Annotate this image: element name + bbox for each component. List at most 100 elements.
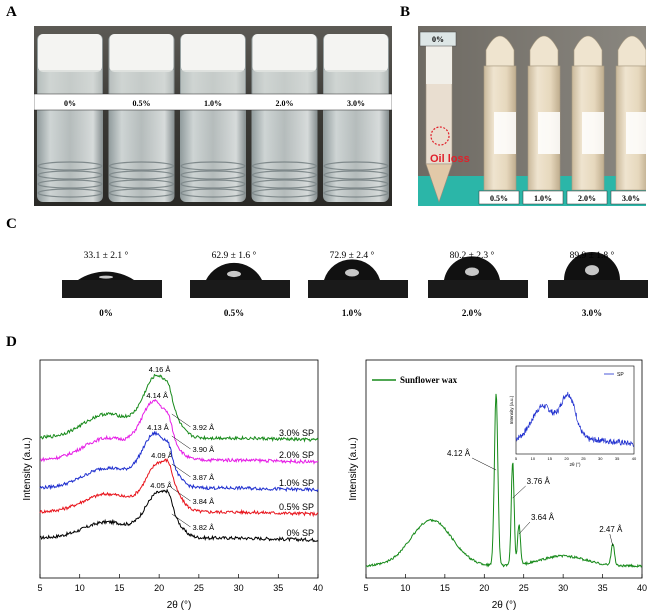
- peak-label: 3.64 Å: [531, 513, 555, 522]
- inset-x-tick-label: 25: [581, 456, 586, 461]
- substrate: [428, 280, 528, 298]
- x-tick-label: 25: [194, 583, 204, 593]
- peak-label: 4.14 Å: [146, 391, 168, 400]
- tube-cap: [529, 35, 559, 67]
- droplet-label: 0%: [99, 308, 113, 318]
- inset-x-tick-label: 5: [515, 456, 518, 461]
- droplet-label: 3.0%: [582, 308, 602, 318]
- peak-label: 3.92 Å: [193, 423, 215, 432]
- inset-x-tick-label: 35: [615, 456, 620, 461]
- droplet-label: 2.0%: [462, 308, 482, 318]
- contact-angle-row: 33.1 ± 2.1 ° 0% 62.9 ± 1.6 ° 0.5% 72.9 ± 2.4…: [62, 250, 648, 318]
- peak-pointer: [512, 485, 526, 499]
- x-tick-label: 15: [440, 583, 450, 593]
- series-label: 2.0% SP: [279, 450, 314, 460]
- panel-letter-d: D: [6, 334, 17, 350]
- tube-cap: [617, 35, 646, 67]
- substrate: [308, 280, 408, 298]
- peak-label: 4.16 Å: [149, 365, 171, 374]
- inset-legend-label: SP: [617, 372, 624, 378]
- tube-label: 1.0%: [534, 194, 552, 203]
- x-axis-label: 2θ (°): [167, 600, 192, 611]
- tubes-photo: Oil loss 0% 0.5% 1.0% 2.0% 3.0%: [418, 26, 646, 206]
- x-tick-label: 5: [363, 583, 368, 593]
- series-line: [39, 457, 319, 518]
- vial-emulsion-top: [38, 34, 102, 72]
- peak-label: 4.12 Å: [447, 449, 471, 458]
- peak-label: 3.82 Å: [193, 523, 215, 532]
- substrate: [190, 280, 290, 298]
- droplet-label: 0.5%: [224, 308, 244, 318]
- series-label: 0% SP: [286, 528, 314, 538]
- x-tick-label: 30: [234, 583, 244, 593]
- x-tick-label: 35: [273, 583, 283, 593]
- series-line: [39, 488, 319, 543]
- tube-label: 3.0%: [622, 194, 640, 203]
- series-label: 3.0% SP: [279, 428, 314, 438]
- x-tick-label: 20: [479, 583, 489, 593]
- series-line: [365, 393, 643, 568]
- peak-label: 3.84 Å: [193, 497, 215, 506]
- peak-pointer: [171, 513, 191, 528]
- panel-letter-c: C: [6, 216, 17, 232]
- panel-letter-a: A: [6, 4, 17, 20]
- x-tick-label: 5: [37, 583, 42, 593]
- inset-x-axis-label: 2θ (°): [569, 462, 581, 467]
- x-tick-label: 10: [75, 583, 85, 593]
- tube-cap: [485, 35, 515, 67]
- vial-emulsion-top: [324, 34, 388, 72]
- tube-label: 2.0%: [578, 194, 596, 203]
- inset-x-tick-label: 30: [598, 456, 603, 461]
- peak-pointer: [472, 457, 497, 471]
- series-label: 1.0% SP: [279, 478, 314, 488]
- series-line: [39, 373, 319, 443]
- contact-angle-value: 80.2 ± 2.3 °: [450, 250, 495, 261]
- series-line: [39, 430, 319, 493]
- vial-emulsion-top: [252, 34, 317, 72]
- x-tick-label: 15: [114, 583, 124, 593]
- peak-pointer: [171, 413, 191, 428]
- peak-label: 3.90 Å: [193, 445, 215, 454]
- y-axis-label: Intensity (a.u.): [22, 437, 33, 500]
- series-label: 0.5% SP: [279, 502, 314, 512]
- inset-y-axis-label: Intensity (a.u.): [509, 395, 514, 424]
- plot-frame: [365, 359, 643, 579]
- x-tick-label: 10: [400, 583, 410, 593]
- inset-series-line: [515, 391, 634, 448]
- contact-angle-value: 62.9 ± 1.6 °: [212, 250, 257, 261]
- xrd-chart-wax: 5 10 15 20 25 30 35 40 2θ (°) Intensity (a.u.) Sun…: [348, 359, 647, 611]
- tube-cap: [573, 35, 603, 67]
- peak-pointer: [171, 487, 191, 502]
- peak-label: 4.09 Å: [151, 451, 173, 460]
- tube-label: 0.5%: [490, 194, 508, 203]
- peak-label: 4.05 Å: [150, 481, 172, 490]
- vials-photo: 0% 0.5% 1.0% 2.0% 3.0%: [34, 26, 392, 206]
- inset-x-tick-label: 20: [564, 456, 569, 461]
- peak-pointer: [518, 521, 531, 535]
- first-tube-label: 0%: [432, 35, 444, 44]
- x-axis-label: 2θ (°): [492, 600, 517, 611]
- plot-frame: [39, 359, 319, 579]
- contact-angle-value: 72.9 ± 2.4 °: [330, 250, 375, 261]
- vial-label: 0.5%: [133, 99, 151, 108]
- y-axis-label: Intensity (a.u.): [348, 437, 359, 500]
- inset-x-tick-label: 40: [632, 456, 637, 461]
- vial-label: 3.0%: [347, 99, 365, 108]
- peak-label: 3.76 Å: [527, 477, 551, 486]
- x-tick-label: 20: [154, 583, 164, 593]
- droplet-label: 1.0%: [342, 308, 362, 318]
- peak-pointer: [171, 463, 191, 478]
- legend-label: Sunflower wax: [400, 375, 458, 385]
- substrate: [548, 280, 648, 298]
- x-tick-label: 30: [558, 583, 568, 593]
- x-tick-label: 25: [519, 583, 529, 593]
- peak-label: 2.47 Å: [599, 525, 623, 534]
- vial-label: 1.0%: [204, 99, 222, 108]
- x-tick-label: 40: [637, 583, 647, 593]
- x-tick-label: 40: [313, 583, 323, 593]
- oil-loss-label: Oil loss: [430, 153, 470, 165]
- vial-emulsion-top: [109, 34, 174, 72]
- vial-label: 2.0%: [276, 99, 294, 108]
- panel-letter-b: B: [400, 4, 411, 20]
- vial-emulsion-top: [181, 34, 245, 72]
